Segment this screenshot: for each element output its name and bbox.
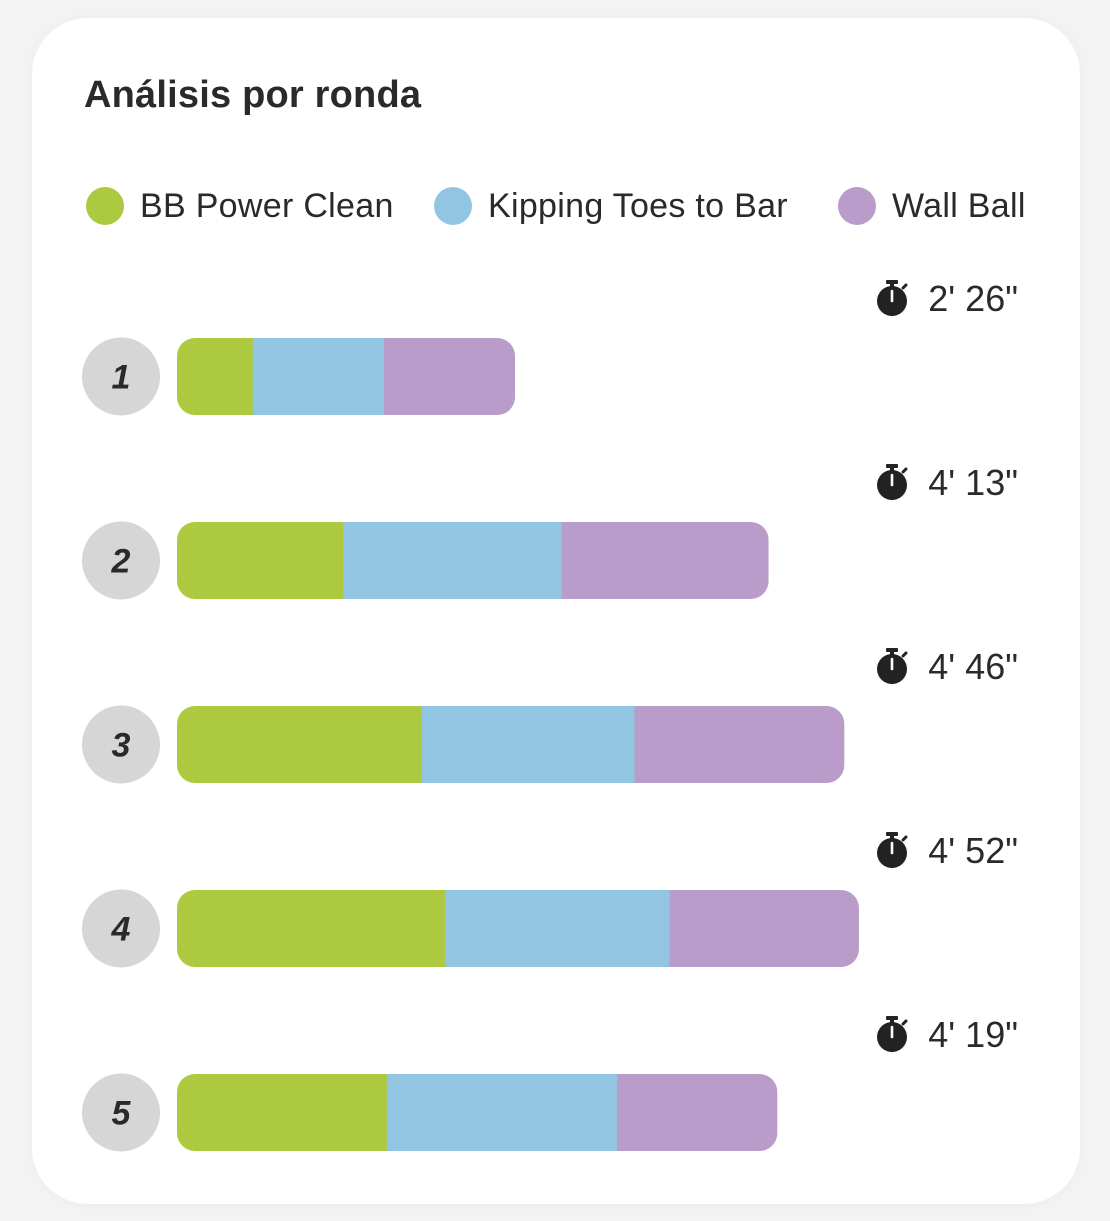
round-time-3: 4' 46" xyxy=(928,646,1018,687)
round-time-4: 4' 52" xyxy=(928,830,1018,871)
round-number-4: 4 xyxy=(111,911,131,949)
bar-round-2-series-3 xyxy=(561,522,769,599)
bar-round-4-series-2 xyxy=(445,890,671,967)
round-badge-1 xyxy=(82,337,160,416)
bar-round-3-series-2 xyxy=(421,706,636,783)
round-number-2: 2 xyxy=(111,543,131,581)
bar-group-round-2 xyxy=(177,522,769,599)
round-badge-5 xyxy=(82,1073,160,1152)
round-badge-4 xyxy=(82,889,160,968)
legend-label-bb-power-clean: BB Power Clean xyxy=(140,186,394,225)
bar-round-2-series-1 xyxy=(177,522,344,599)
legend-dot-bb-power-clean xyxy=(86,187,124,225)
bar-round-4-series-3 xyxy=(669,890,859,967)
round-time-1: 2' 26" xyxy=(928,278,1018,319)
bar-round-5-series-1 xyxy=(177,1074,388,1151)
round-time-5: 4' 19" xyxy=(928,1014,1018,1055)
legend-dot-kipping-toes-to-bar xyxy=(434,187,472,225)
bar-round-3-series-1 xyxy=(177,706,423,783)
bar-round-2-series-2 xyxy=(343,522,563,599)
bar-round-5-series-2 xyxy=(386,1074,618,1151)
round-number-5: 5 xyxy=(112,1095,132,1133)
bar-round-1-series-3 xyxy=(383,338,516,415)
stopwatch-icon xyxy=(877,1016,908,1052)
bar-group-round-3 xyxy=(177,706,845,783)
round-number-3: 3 xyxy=(112,727,131,765)
stopwatch-icon xyxy=(877,648,908,684)
bar-group-round-4 xyxy=(177,890,859,967)
bar-group-round-5 xyxy=(177,1074,778,1151)
chart-title: Análisis por ronda xyxy=(84,74,422,116)
legend-item-kipping-toes-to-bar: Kipping Toes to Bar xyxy=(434,185,788,227)
round-analysis-card xyxy=(32,18,1080,1204)
bar-round-4-series-1 xyxy=(177,890,446,967)
round-number-1: 1 xyxy=(112,359,131,397)
stopwatch-icon xyxy=(877,832,908,868)
bar-round-1-series-2 xyxy=(252,338,385,415)
bar-round-3-series-3 xyxy=(634,706,845,783)
legend-dot-wall-ball xyxy=(838,187,876,225)
legend-label-kipping-toes-to-bar: Kipping Toes to Bar xyxy=(488,186,788,225)
legend-item-wall-ball: Wall Ball xyxy=(838,185,1026,227)
bar-round-1-series-1 xyxy=(177,338,254,415)
bar-group-round-1 xyxy=(177,338,516,415)
bar-round-5-series-3 xyxy=(617,1074,778,1151)
stopwatch-icon xyxy=(877,280,908,316)
round-time-2: 4' 13" xyxy=(928,462,1018,503)
round-badge-3 xyxy=(82,705,160,784)
stopwatch-icon xyxy=(877,464,908,500)
legend-label-wall-ball: Wall Ball xyxy=(892,186,1026,225)
round-badge-2 xyxy=(82,521,160,600)
legend-item-bb-power-clean: BB Power Clean xyxy=(86,185,394,227)
